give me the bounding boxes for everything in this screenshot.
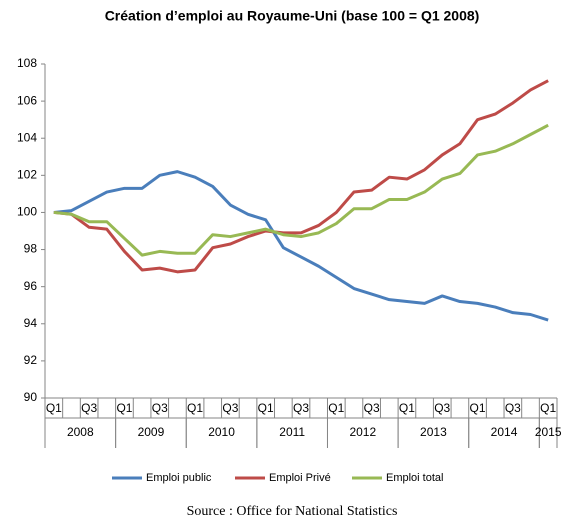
y-tick-label: 102	[17, 168, 37, 182]
x-tick-label: Q1	[46, 401, 62, 415]
legend-label: Emploi Privé	[269, 472, 331, 484]
legend-label: Emploi total	[386, 472, 443, 484]
group-label: 2013	[420, 425, 447, 439]
x-tick-label: Q3	[81, 401, 97, 415]
x-tick-label: Q3	[152, 401, 168, 415]
group-label: 2012	[349, 425, 376, 439]
x-tick-label: Q1	[399, 401, 415, 415]
x-tick-label: Q3	[505, 401, 521, 415]
x-tick-label: Q3	[364, 401, 380, 415]
y-tick-label: 96	[24, 279, 38, 293]
group-label: 2015	[535, 425, 562, 439]
group-label: 2008	[67, 425, 94, 439]
y-tick-label: 90	[24, 390, 38, 404]
x-tick-label: Q1	[470, 401, 486, 415]
y-tick-label: 106	[17, 93, 37, 107]
x-tick-label: Q1	[540, 401, 556, 415]
group-label: 2011	[279, 425, 305, 439]
x-tick-label: Q3	[434, 401, 450, 415]
group-label: 2014	[491, 425, 518, 439]
x-tick-label: Q1	[116, 401, 132, 415]
series-line	[53, 170, 549, 322]
x-tick-label: Q3	[222, 401, 238, 415]
group-label: 2009	[138, 425, 165, 439]
y-tick-label: 94	[24, 316, 38, 330]
legend-label: Emploi public	[146, 472, 212, 484]
x-tick-label: Q3	[293, 401, 309, 415]
group-label: 2010	[208, 425, 235, 439]
x-tick-label: Q1	[187, 401, 203, 415]
x-tick-label: Q1	[328, 401, 344, 415]
source-note: Source : Office for National Statistics	[187, 504, 398, 519]
y-tick-label: 98	[24, 242, 38, 256]
chart-title: Création d’emploi au Royaume-Uni (base 1…	[105, 8, 480, 24]
series-line	[53, 123, 549, 257]
series-line	[53, 79, 549, 274]
y-tick-label: 92	[24, 353, 38, 367]
y-tick-label: 100	[17, 205, 37, 219]
x-tick-label: Q1	[258, 401, 274, 415]
y-tick-label: 108	[17, 56, 37, 70]
y-tick-label: 104	[17, 130, 37, 144]
